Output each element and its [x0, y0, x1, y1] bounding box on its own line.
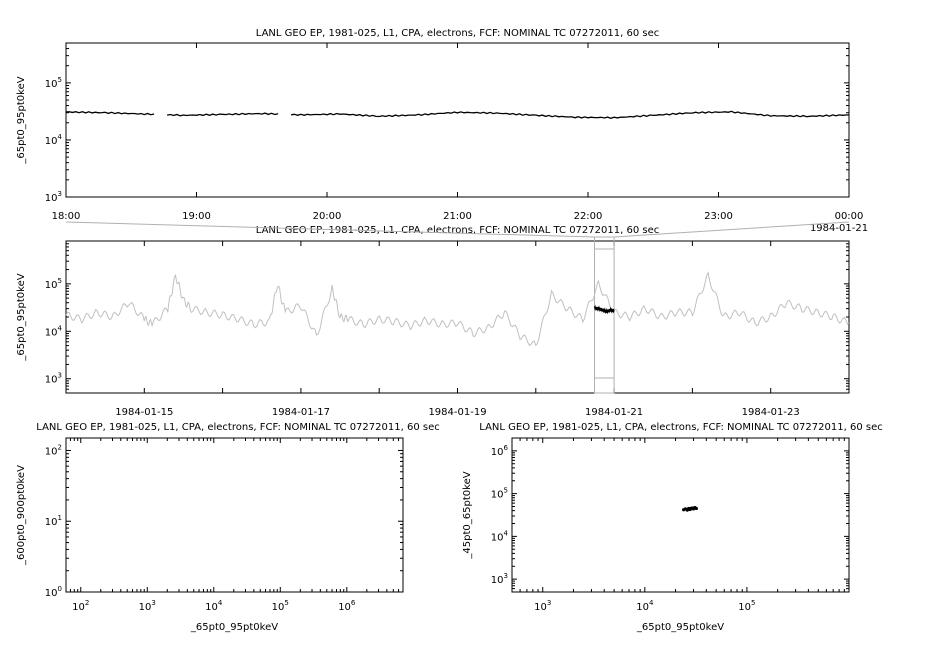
panel4-ytick-label: 106 — [491, 444, 509, 458]
panel1-xtick-label: 00:00 — [835, 211, 864, 222]
zoom-connector-right — [614, 221, 850, 238]
panel4-xlabel: _65pt0_95pt0keV — [636, 622, 724, 633]
panel1-series-line — [166, 112, 279, 117]
panel4-title: LANL GEO EP, 1981-025, L1, CPA, electron… — [479, 422, 882, 433]
panel4-frame — [511, 437, 850, 593]
panel3-ylabel: _600pt0_900pt0keV — [16, 465, 27, 566]
panel2-xtick-label: 1984-01-15 — [115, 407, 173, 418]
panel2-ytick-label: 105 — [45, 277, 62, 291]
panel4-xtick-label: 103 — [534, 599, 551, 613]
panel3-ytick-label: 101 — [45, 514, 62, 528]
panel4-ytick-label: 104 — [491, 529, 509, 543]
panel2-title: LANL GEO EP, 1981-025, L1, CPA, electron… — [256, 225, 659, 236]
panel3-xtick-label: 105 — [272, 599, 289, 613]
panel2-ytick-label: 104 — [45, 324, 63, 338]
panel1-date-label: 1984-01-21 — [810, 223, 868, 234]
panel3-frame — [65, 437, 404, 593]
panel2-ytick-label: 103 — [45, 372, 62, 386]
panel1-xtick-label: 18:00 — [52, 211, 81, 222]
panel2-xtick-label: 1984-01-19 — [428, 407, 486, 418]
panel1-xtick-label: 19:00 — [182, 211, 211, 222]
panel4-ytick-label: 103 — [491, 572, 508, 586]
panel1-ytick-label: 103 — [45, 190, 62, 204]
zoom-connector-left — [65, 221, 595, 238]
panel1-xtick-label: 22:00 — [574, 211, 603, 222]
panel2-zoom-box — [594, 236, 615, 394]
panel3-xtick-label: 102 — [72, 599, 89, 613]
panel2-xtick-label: 1984-01-17 — [272, 407, 330, 418]
panel4-point — [689, 506, 693, 510]
panel3-title: LANL GEO EP, 1981-025, L1, CPA, electron… — [36, 422, 439, 433]
panel3-xlabel: _65pt0_95pt0keV — [190, 622, 278, 633]
panel4-point — [692, 506, 696, 510]
panel4-xtick-label: 105 — [738, 599, 755, 613]
panel2-series-line — [65, 271, 850, 347]
panel1-xtick-label: 20:00 — [313, 211, 342, 222]
panel3-xtick-label: 103 — [139, 599, 156, 613]
panel3-xtick-label: 106 — [338, 599, 356, 613]
panel1-ytick-label: 104 — [45, 133, 63, 147]
panel3-xtick-label: 104 — [205, 599, 223, 613]
panel4-ylabel: _45pt0_65pt0keV — [462, 471, 473, 559]
panel2-xtick-label: 1984-01-23 — [742, 407, 800, 418]
panel1-ylabel: _65pt0_95pt0keV — [16, 76, 27, 164]
panel1-series-line — [65, 111, 155, 116]
panel3-ytick-label: 100 — [45, 585, 62, 599]
panel1-xtick-label: 21:00 — [443, 211, 472, 222]
panel4-xtick-label: 104 — [636, 599, 654, 613]
panel1-xtick-label: 23:00 — [704, 211, 733, 222]
panel2-xtick-label: 1984-01-21 — [585, 407, 643, 418]
panel1-series-line — [291, 110, 850, 119]
panel1-ytick-label: 105 — [45, 76, 62, 90]
panel2-ylabel: _65pt0_95pt0keV — [16, 273, 27, 361]
panel4-ytick-label: 105 — [491, 487, 508, 501]
panel1-frame — [65, 42, 850, 198]
panel2-highlight-line — [593, 304, 615, 315]
panel3-ytick-label: 102 — [45, 443, 62, 457]
panel1-title: LANL GEO EP, 1981-025, L1, CPA, electron… — [256, 28, 659, 39]
